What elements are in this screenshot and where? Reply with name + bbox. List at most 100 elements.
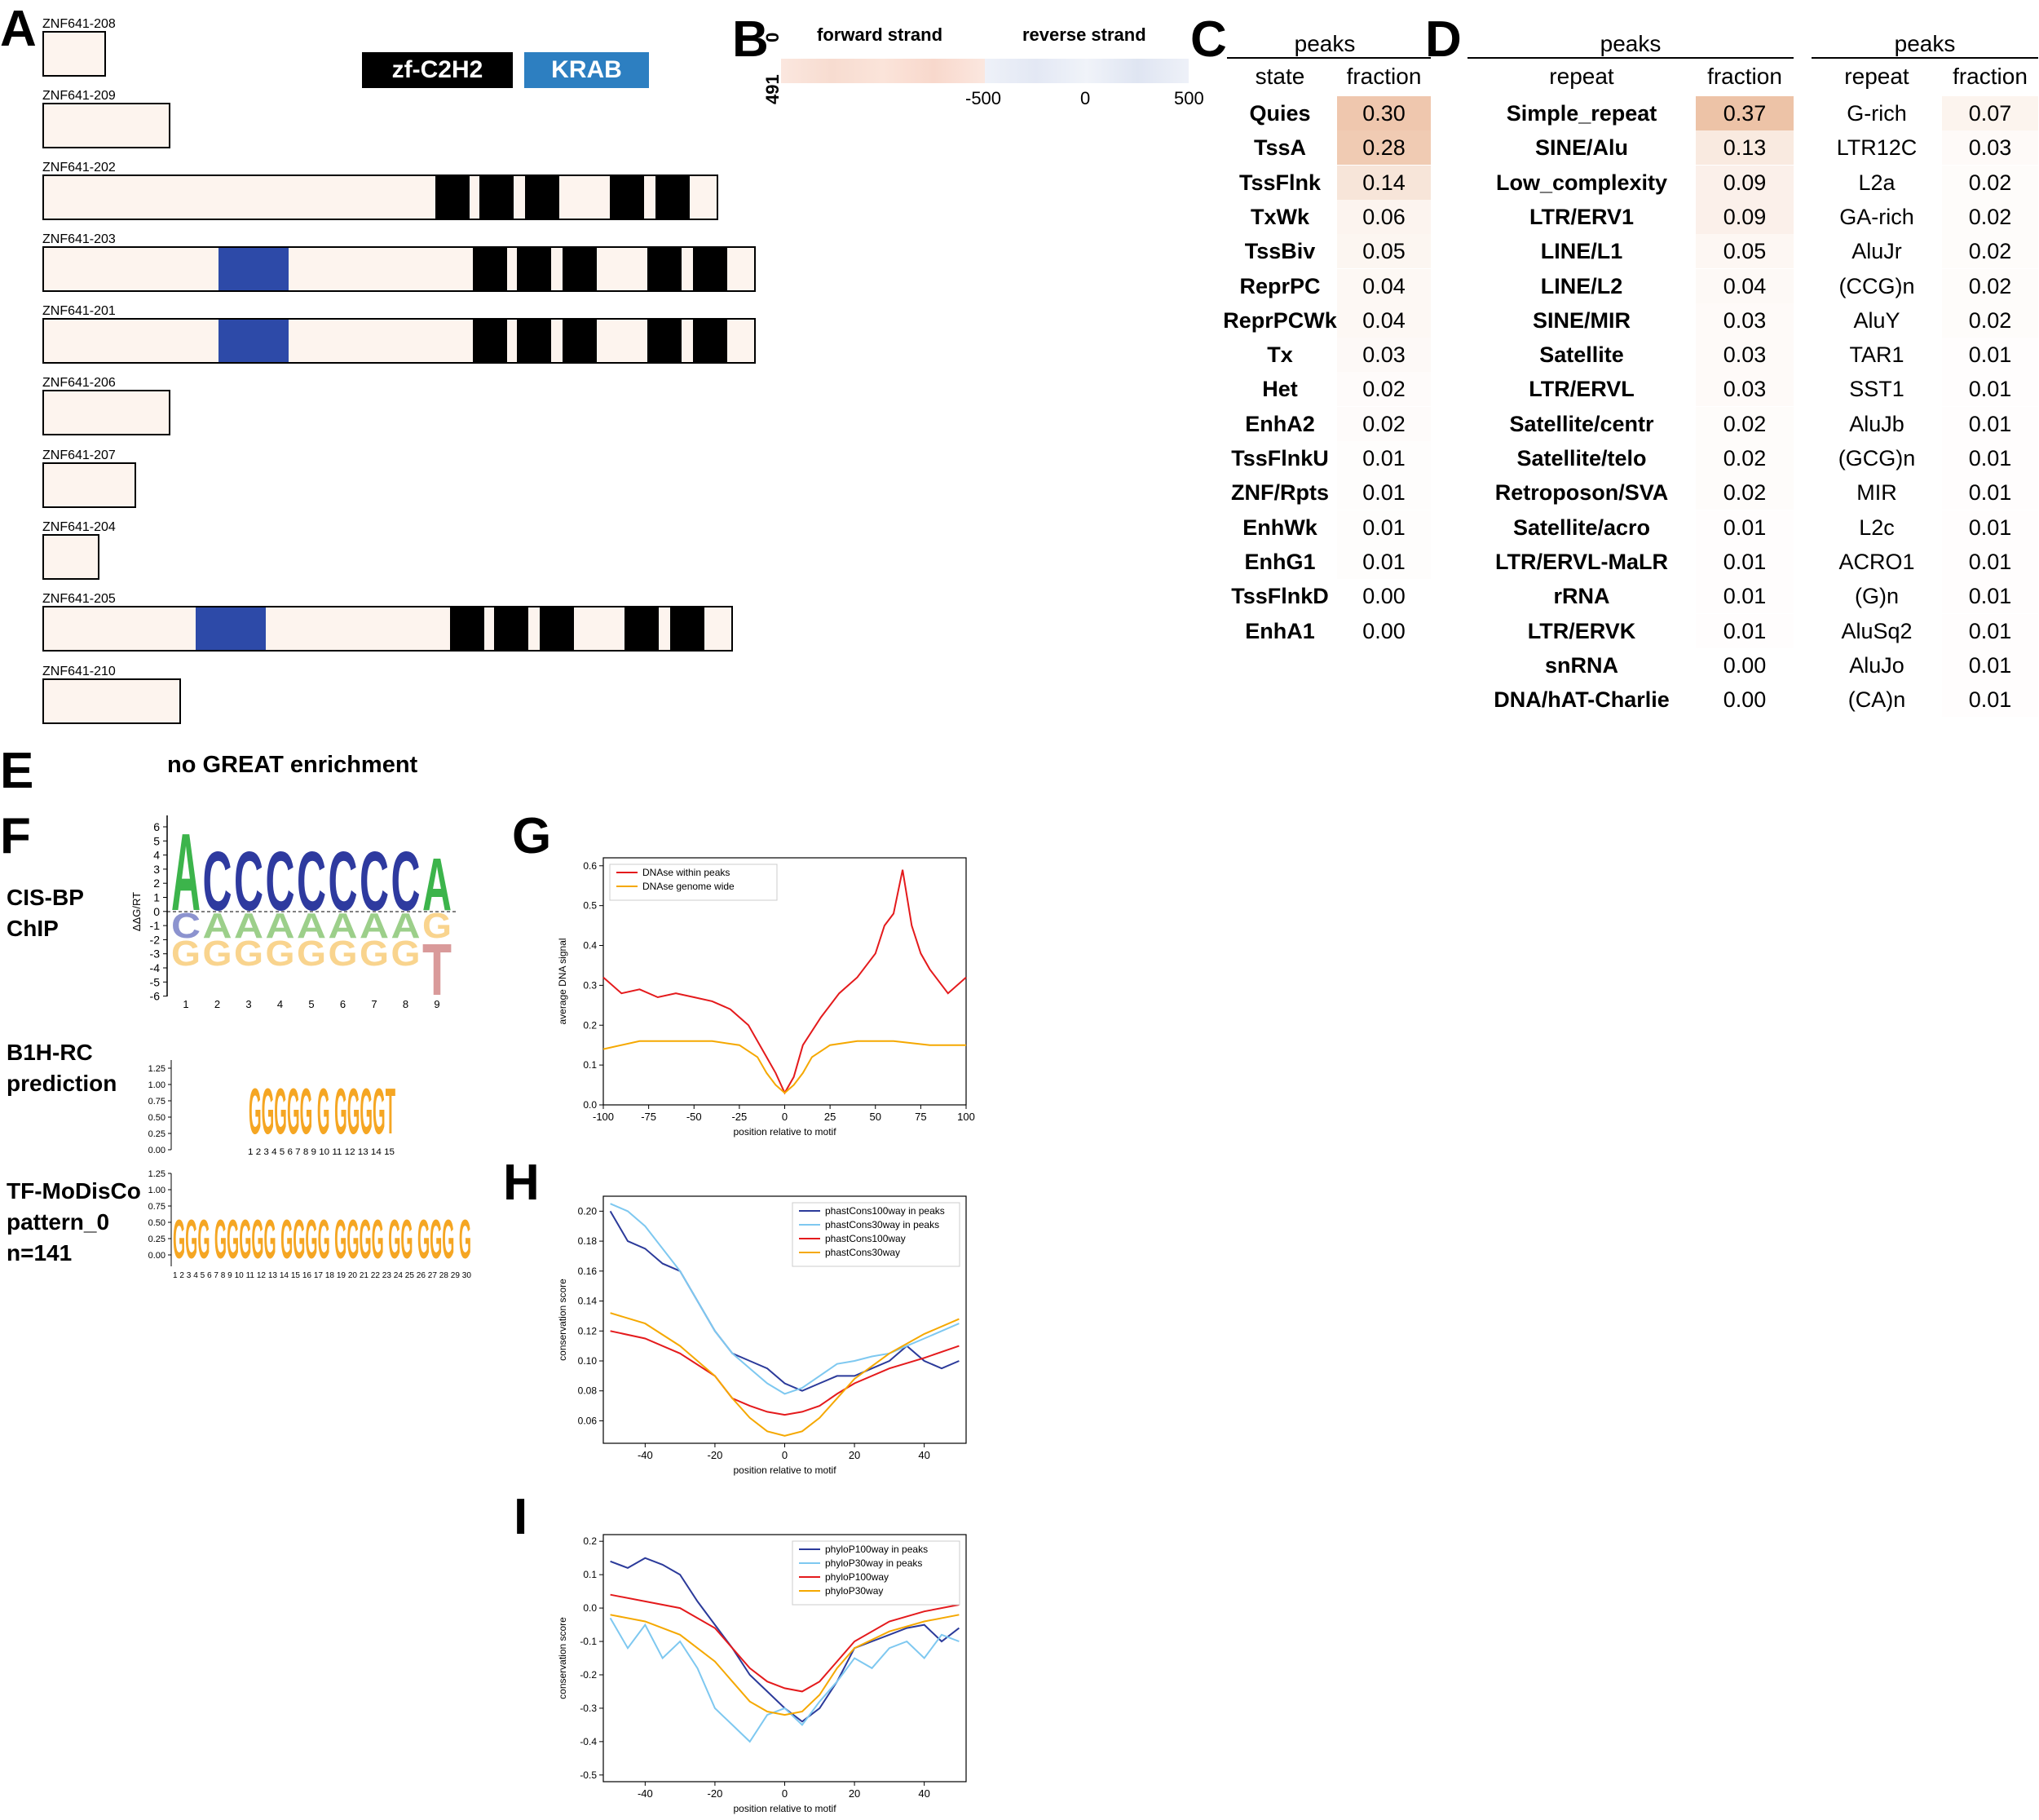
x-tick-label: -40 bbox=[638, 1449, 653, 1461]
y-tick-label: -0.3 bbox=[580, 1703, 597, 1714]
fraction-shade bbox=[1942, 268, 2038, 303]
isoform-label: ZNF641-206 bbox=[42, 376, 116, 390]
y-tick-label: 0.75 bbox=[148, 1202, 166, 1212]
legend-label: phyloP30way in peaks bbox=[825, 1557, 922, 1569]
table-row-label: EnhG1 bbox=[1244, 549, 1316, 574]
fraction-shade bbox=[1696, 372, 1794, 407]
y-tick-label: 0.18 bbox=[578, 1235, 598, 1247]
fraction-shade bbox=[1942, 441, 2038, 475]
fraction-shade bbox=[1942, 234, 2038, 269]
fraction-shade bbox=[1337, 96, 1431, 130]
fraction-shade bbox=[1942, 199, 2038, 234]
logo-letter: C bbox=[297, 834, 326, 928]
y-tick-label: 1 bbox=[153, 891, 160, 904]
x-tick-label: 40 bbox=[918, 1787, 929, 1800]
table-row-label: LTR/ERVL-MaLR bbox=[1495, 549, 1668, 574]
table-row-label: G-rich bbox=[1847, 101, 1907, 126]
legend-label: phastCons30way bbox=[825, 1247, 900, 1258]
fraction-shade bbox=[1696, 544, 1794, 579]
table-c-title: peaks bbox=[1294, 31, 1356, 56]
y-tick-label: 0 bbox=[153, 905, 160, 918]
fraction-shade bbox=[1942, 579, 2038, 614]
table-row-value: 0.01 bbox=[1968, 515, 2012, 540]
legend-box bbox=[792, 1540, 960, 1606]
table-row-label: (CCG)n bbox=[1838, 273, 1915, 298]
b1h-label: B1H-RC prediction bbox=[7, 1040, 117, 1096]
table-row-value: 0.01 bbox=[1968, 549, 2012, 574]
y-tick-label: 0.00 bbox=[148, 1251, 166, 1261]
logo-letter: C bbox=[203, 834, 232, 928]
x-tick-label: -20 bbox=[708, 1787, 723, 1800]
table-row-value: 0.01 bbox=[1362, 446, 1406, 470]
table-row-value: 0.02 bbox=[1362, 377, 1406, 402]
table-row-value: 0.01 bbox=[1362, 549, 1406, 574]
logo-letter: G bbox=[297, 934, 326, 974]
y-tick-label: -0.4 bbox=[580, 1736, 597, 1747]
zf-domain bbox=[610, 176, 644, 219]
x-tick-label: -100 bbox=[593, 1111, 614, 1123]
table-row-value: 0.01 bbox=[1968, 687, 2012, 713]
legend-label: phyloP30way bbox=[825, 1585, 883, 1597]
x-tick-label: 3 bbox=[245, 998, 251, 1010]
chart-g-dnase: -100 -75 -50 -25 0 25 50 75 100 0.0 0.1 0.2 0.3 0.4 0.… bbox=[557, 857, 975, 1138]
table-row-value: 0.02 bbox=[1362, 411, 1406, 436]
logo-letter: A bbox=[266, 906, 295, 946]
zf-domain bbox=[517, 320, 551, 362]
y-tick-label: 0.00 bbox=[148, 1146, 166, 1155]
x-tick-label: 0 bbox=[782, 1449, 788, 1461]
table-row-value: 0.02 bbox=[1723, 480, 1767, 506]
logo-letter: G bbox=[266, 934, 295, 974]
y-tick-label: 0.6 bbox=[583, 860, 597, 872]
fraction-shade bbox=[1696, 510, 1794, 545]
table-row-value: 0.03 bbox=[1723, 377, 1767, 402]
zf-domain bbox=[693, 248, 727, 290]
fraction-shade bbox=[1942, 475, 2038, 510]
y-tick-label: 0.3 bbox=[583, 979, 597, 991]
zf-domain bbox=[563, 248, 597, 290]
x-tick-label: 20 bbox=[849, 1449, 860, 1461]
table-row-value: 0.01 bbox=[1968, 377, 2012, 402]
zf-domain bbox=[624, 607, 659, 650]
table-c-col-state: state bbox=[1255, 64, 1305, 89]
table-d-rule bbox=[1467, 57, 1794, 59]
x-tick-label: 6 bbox=[340, 998, 346, 1010]
fraction-shade bbox=[1696, 234, 1794, 269]
table-d-col-fraction: fraction bbox=[1707, 64, 1782, 89]
isoform-label: ZNF641-209 bbox=[42, 89, 116, 103]
table-row-label: Satellite/telo bbox=[1516, 446, 1647, 470]
x-tick-label: 40 bbox=[918, 1449, 929, 1461]
legend-label: phyloP100way bbox=[825, 1571, 889, 1583]
table-row-label: Quies bbox=[1249, 101, 1311, 126]
fraction-shade bbox=[1337, 544, 1431, 579]
table-row-value: 0.03 bbox=[1723, 342, 1767, 368]
isoform-bar bbox=[42, 462, 136, 508]
x-tick-label: 8 bbox=[403, 998, 408, 1010]
y-tick-label: 0.14 bbox=[578, 1296, 598, 1307]
logo-letter: C bbox=[234, 834, 263, 928]
logo-letter: G bbox=[391, 934, 421, 974]
zf-domain bbox=[655, 176, 690, 219]
table-row-label: TssFlnkD bbox=[1231, 584, 1329, 609]
logo-letter: G bbox=[171, 934, 201, 974]
table-row-label: Satellite/acro bbox=[1512, 515, 1651, 540]
x-tick-label: 0 bbox=[782, 1111, 788, 1123]
table-row-value: 0.03 bbox=[1723, 307, 1767, 333]
table-row-value: 0.01 bbox=[1723, 515, 1767, 540]
fraction-shade bbox=[1337, 475, 1431, 510]
y-tick-label: 0.16 bbox=[578, 1266, 598, 1277]
heatmap-y-top: 0 bbox=[762, 32, 783, 42]
fraction-shade bbox=[1337, 303, 1431, 338]
reverse-heatmap bbox=[985, 59, 1189, 83]
fraction-shade bbox=[1696, 338, 1794, 373]
fraction-shade bbox=[1942, 544, 2038, 579]
fraction-shade bbox=[1696, 475, 1794, 510]
y-tick-label: -1 bbox=[150, 919, 161, 932]
legend-box bbox=[792, 1202, 960, 1267]
logo-letter: C bbox=[329, 834, 358, 928]
logo-letter: A bbox=[171, 815, 201, 934]
y-tick-label: 0.25 bbox=[148, 1129, 166, 1139]
zf-domain bbox=[670, 607, 704, 650]
fraction-shade bbox=[1942, 647, 2038, 682]
isoform-bar bbox=[42, 534, 99, 580]
logo-letter: G bbox=[360, 934, 389, 974]
